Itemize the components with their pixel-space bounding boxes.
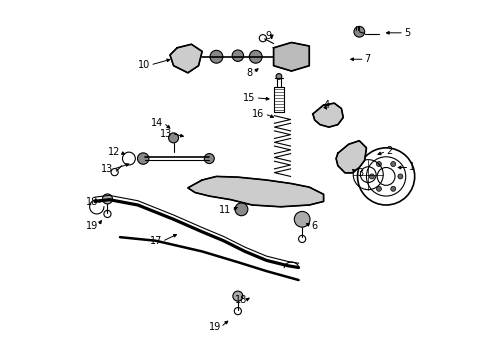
Circle shape: [138, 153, 149, 164]
Circle shape: [376, 162, 381, 167]
Text: 8: 8: [247, 68, 253, 78]
Text: 18: 18: [86, 197, 98, 207]
Text: 1: 1: [409, 162, 416, 172]
Circle shape: [398, 174, 403, 179]
Text: 19: 19: [86, 221, 98, 231]
Circle shape: [186, 55, 193, 62]
Circle shape: [232, 50, 244, 62]
Text: 12: 12: [108, 147, 120, 157]
Polygon shape: [188, 176, 323, 207]
Text: 6: 6: [311, 221, 317, 231]
Text: 7: 7: [365, 54, 371, 64]
Circle shape: [169, 133, 178, 143]
Circle shape: [235, 203, 248, 216]
Circle shape: [369, 174, 374, 179]
Circle shape: [354, 26, 365, 37]
Polygon shape: [336, 141, 367, 173]
Circle shape: [276, 73, 282, 79]
Text: 2: 2: [386, 147, 392, 157]
Polygon shape: [170, 44, 202, 73]
Text: 14: 14: [151, 118, 164, 128]
Polygon shape: [313, 103, 343, 127]
Text: 4: 4: [323, 100, 330, 110]
Text: 18: 18: [235, 295, 247, 305]
Circle shape: [249, 50, 262, 63]
Circle shape: [292, 54, 301, 63]
Polygon shape: [273, 42, 309, 71]
Circle shape: [391, 162, 396, 167]
Circle shape: [204, 154, 214, 163]
Text: 15: 15: [244, 93, 256, 103]
Circle shape: [376, 186, 381, 191]
Text: 9: 9: [266, 31, 272, 41]
Text: 5: 5: [404, 28, 410, 38]
Circle shape: [323, 110, 335, 122]
Circle shape: [391, 186, 396, 191]
Text: 10: 10: [138, 60, 150, 70]
Text: 11: 11: [219, 205, 231, 215]
Text: 13: 13: [100, 164, 113, 174]
Text: 19: 19: [208, 322, 220, 332]
Circle shape: [281, 49, 291, 58]
Circle shape: [294, 211, 310, 227]
Circle shape: [210, 50, 223, 63]
Text: 3: 3: [358, 168, 364, 178]
Text: 17: 17: [150, 237, 162, 247]
Circle shape: [233, 291, 243, 301]
Circle shape: [345, 151, 359, 165]
Circle shape: [102, 194, 113, 204]
Text: 13: 13: [160, 129, 172, 139]
Text: 16: 16: [252, 109, 265, 119]
Circle shape: [176, 49, 185, 58]
